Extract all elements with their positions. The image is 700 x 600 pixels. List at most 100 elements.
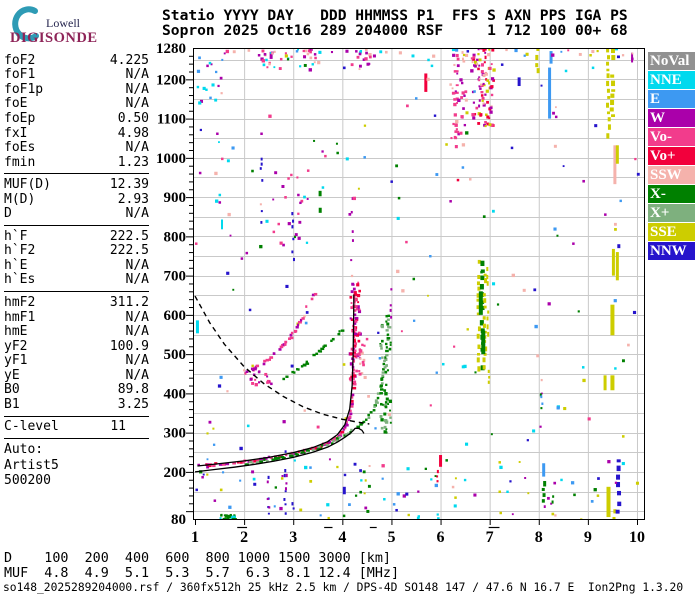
param-value: 100.9 [109,338,149,354]
legend-item-vo: Vo- [648,128,695,147]
param-label: D [4,206,12,222]
param-row-yf2: yF2 100.9 [4,339,149,354]
echo-direction-legend: NoVal NNE E W Vo- Vo+ SSW X- X+ SSE NNW [648,52,695,261]
param-value: N/A [125,309,149,325]
param-value: N/A [125,353,149,369]
param-value: 3.25 [117,396,149,412]
divider [4,173,149,175]
param-value: 12.39 [109,177,149,193]
param-value: 0.50 [117,110,149,126]
param-row-md: M(D) 2.93 [4,192,149,207]
divider [4,291,149,293]
param-label: foF1 [4,67,36,83]
param-row-fxi: fxI 4.98 [4,126,149,141]
param-row-mufd: MUF(D) 12.39 [4,177,149,192]
param-value: 4.225 [109,52,149,68]
autoscaling-info-line: Auto: [4,442,44,458]
param-value: N/A [125,257,149,273]
param-label: M(D) [4,191,36,207]
param-value: N/A [125,140,149,156]
param-row-ye: yE N/A [4,368,149,383]
station-header: Statio YYYY DAY DDD HHMMSS P1 FFS S AXN … [162,8,628,38]
param-label: h`F2 [4,243,36,259]
legend-item-ssw: SSW [648,166,695,185]
param-value: 222.5 [109,228,149,244]
param-row-hes: h`Es N/A [4,272,149,288]
param-row-hme: hmE N/A [4,324,149,339]
param-label: foEs [4,140,36,156]
param-label: yF2 [4,338,28,354]
param-label: foF2 [4,52,36,68]
param-row-foes: foEs N/A [4,140,149,155]
header-line-2: Sopron 2025 Oct16 289 204000 RSF 1 712 1… [162,22,628,39]
param-label: h`Es [4,272,36,288]
legend-item-e: E [648,90,695,109]
legend-item-x: X- [648,185,695,204]
param-value: 222.5 [109,243,149,259]
param-value: N/A [125,96,149,112]
divider [4,415,149,417]
param-label: foE [4,96,28,112]
param-label: MUF(D) [4,177,51,193]
ionogram-canvas [150,40,700,552]
param-row-b0: B0 89.8 [4,382,149,397]
param-value: 2.93 [117,191,149,207]
param-label: foF1p [4,81,44,97]
param-label: fxI [4,125,28,141]
param-row-hf: h`F 222.5 [4,229,149,244]
logo-text-lowell: Lowell [46,16,80,30]
ionogram-plot-area [150,40,700,552]
param-row-foe: foE N/A [4,96,149,112]
param-label: yF1 [4,353,28,369]
legend-item-vo: Vo+ [648,147,695,166]
divider [4,225,149,227]
autoscaling-info-line: Artist5 [4,457,59,473]
param-label: hmE [4,324,28,340]
param-label: h`F [4,228,28,244]
param-value: 89.8 [117,382,149,398]
param-row-b1: B1 3.25 [4,397,149,412]
param-value: N/A [125,206,149,222]
param-label: B1 [4,396,20,412]
status-line: so148_2025289204000.rsf / 360fx512h 25 k… [3,581,684,594]
legend-item-nnw: NNW [648,242,695,261]
param-row-hmf1: hmF1 N/A [4,310,149,325]
parameters-panel: foF2 4.225 foF1 N/A foF1p N/A foE N/A foEp 0.50 fx… [4,53,149,489]
param-value: 1.23 [117,154,149,170]
param-row-foep: foEp 0.50 [4,111,149,126]
param-row-fof1p: foF1p N/A [4,82,149,97]
legend-item-sse: SSE [648,223,695,242]
lowell-digisonde-logo: Lowell DIGISONDE [6,4,146,48]
logo-text-digisonde: DIGISONDE [10,30,98,46]
param-row-d: D N/A [4,206,149,221]
param-value: 4.98 [117,125,149,141]
param-value: 11 [110,419,126,435]
param-row-yf1: yF1 N/A [4,353,149,368]
divider [4,438,149,440]
param-row-fof2: foF2 4.225 [4,53,149,68]
param-row-hmf2: hmF2 311.2 [4,295,149,310]
legend-item-noval: NoVal [648,52,695,71]
muf-table: D 100 200 400 600 800 1000 1500 3000 [km… [4,551,400,581]
legend-item-w: W [648,109,695,128]
param-label: yE [4,367,20,383]
param-row-clevel: C-level 11 [4,419,126,435]
logo-arc-icon [12,6,39,42]
param-label: B0 [4,382,20,398]
muf-row: MUF 4.8 4.9 5.1 5.3 5.7 6.3 8.1 12.4 [MH… [4,565,400,581]
autoscaling-info-line: 500200 [4,473,51,489]
param-label: foEp [4,110,36,126]
param-value: N/A [125,367,149,383]
header-line-1: Statio YYYY DAY DDD HHMMSS P1 FFS S AXN … [162,7,628,24]
param-row-fof1: foF1 N/A [4,67,149,83]
param-label: C-level [4,419,59,435]
param-value: N/A [125,324,149,340]
param-row-hf2: h`F2 222.5 [4,243,149,259]
param-value: N/A [125,81,149,97]
param-label: h`E [4,257,28,273]
param-value: N/A [125,272,149,288]
param-label: hmF2 [4,294,36,310]
param-row-he: h`E N/A [4,258,149,273]
legend-item-nne: NNE [648,71,695,90]
